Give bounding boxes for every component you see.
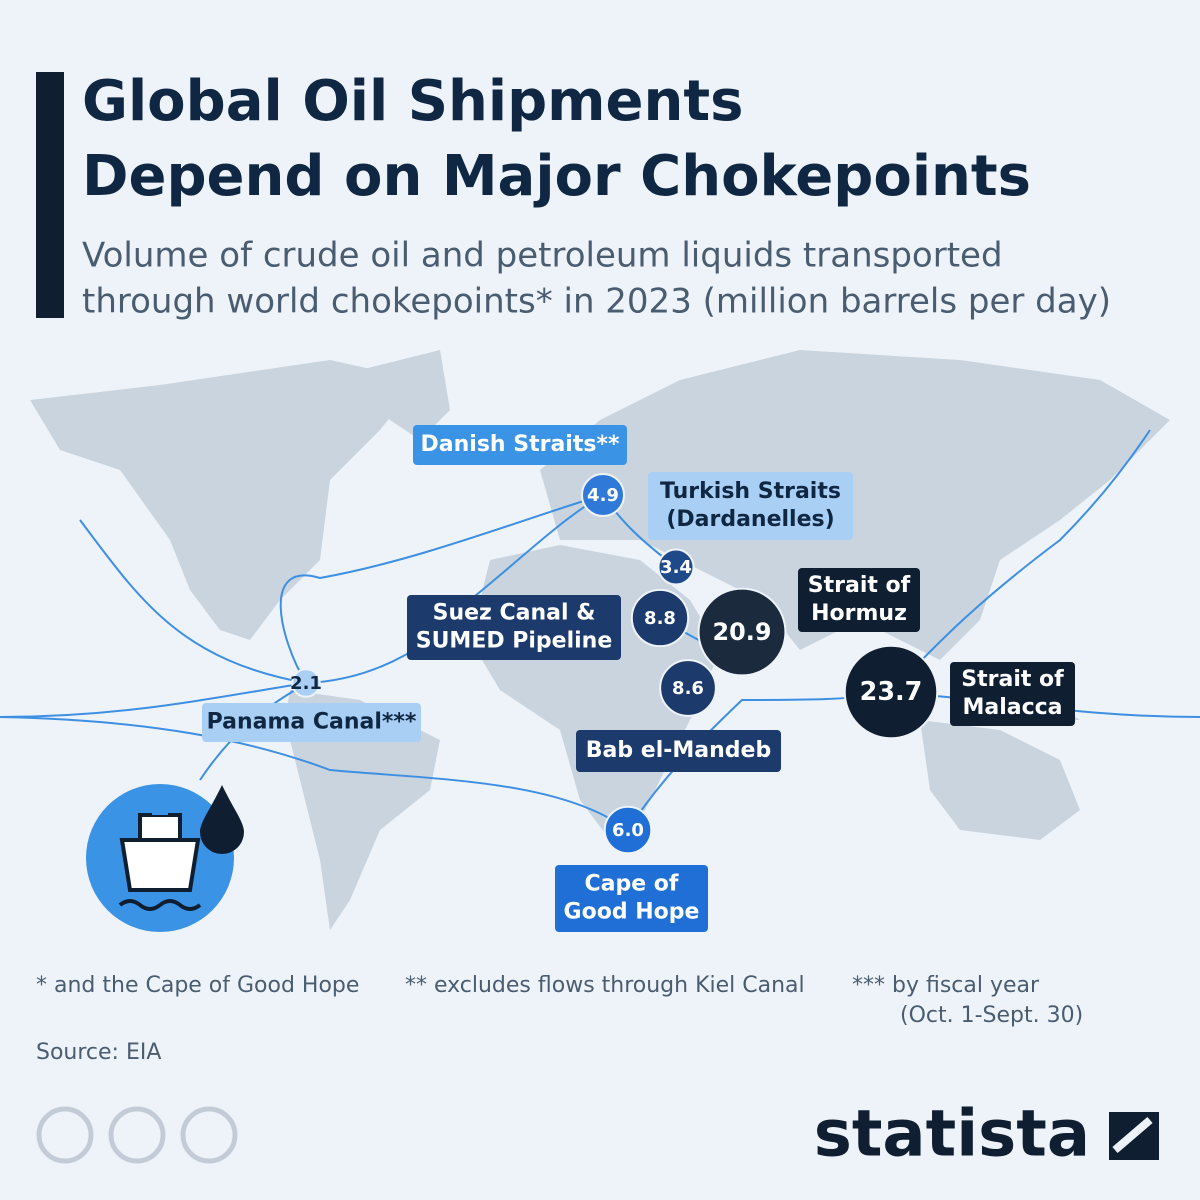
label-box [413,425,627,465]
chokepoint-name: Good Hope [564,900,700,925]
chokepoint: Panama Canal*** 2.1 [202,668,421,742]
brand-logo [1101,1104,1167,1168]
shipping-routes [0,429,1200,831]
volume-label: 8.8 [644,608,676,629]
title-bar [36,72,64,318]
brand: statista [814,1098,1090,1172]
chokepoint: Bab el-Mandeb 8.6 [576,659,781,772]
subtitle: through world chokepoints* in 2023 (mill… [82,282,1111,322]
footnote: ** excludes flows through Kiel Canal [405,973,805,998]
chokepoint: Suez Canal & SUMED Pipeline 8.8 [407,588,690,660]
chokepoint-name: Bab el-Mandeb [586,738,771,763]
source: Source: EIA [36,1040,161,1065]
chokepoint: Cape of Good Hope 6.0 [555,805,708,932]
volume-bubble [657,548,695,586]
chokepoint-name: Danish Straits** [421,432,620,457]
chokepoint-name: Strait of [808,573,911,598]
label-box [648,472,853,540]
volume-bubble [630,588,690,648]
chokepoint-name: Malacca [962,695,1062,720]
label-box [798,568,920,632]
chokepoint: Danish Straits** 4.9 [413,425,627,518]
volume-label: 8.6 [672,678,704,699]
footnote: * and the Cape of Good Hope [36,973,359,998]
chokepoint: Turkish Straits (Dardanelles) 3.4 [648,472,853,586]
ship-icon [86,784,244,932]
volume-label: 6.0 [612,820,644,841]
label-box [576,730,781,772]
volume-bubble [291,668,321,698]
chokepoint-name: Panama Canal*** [207,710,417,735]
volume-bubble [697,587,787,677]
volume-label: 20.9 [713,618,772,646]
chokepoint: Strait of Hormuz 20.9 [697,568,920,677]
volume-bubble [603,805,653,855]
label-box [202,703,421,742]
footnote: (Oct. 1-Sept. 30) [900,1003,1083,1028]
title: Depend on Major Chokepoints [82,144,1031,209]
chokepoint-name: Cape of [584,872,678,897]
title: Global Oil Shipments [82,69,743,134]
chokepoint-name: Turkish Straits [660,479,841,504]
volume-bubble [580,472,626,518]
chokepoint-name: Hormuz [811,601,907,626]
chokepoint-name: Suez Canal & [433,601,596,626]
chokepoint: Strait of Malacca 23.7 [843,644,1075,740]
volume-label: 4.9 [587,485,619,506]
volume-bubble [843,644,939,740]
label-box [407,595,621,660]
volume-label: 23.7 [860,676,923,706]
chokepoint-name: SUMED Pipeline [416,629,613,654]
license-icons [36,1106,238,1164]
volume-label: 3.4 [660,557,692,578]
volume-label: 2.1 [290,673,322,694]
volume-bubble [659,659,717,717]
footnote: *** by fiscal year [852,973,1040,998]
chokepoint-name: (Dardanelles) [666,507,834,532]
label-box [555,865,708,932]
subtitle: Volume of crude oil and petroleum liquid… [82,236,1003,276]
label-box [950,662,1075,726]
chokepoint-name: Strait of [961,667,1064,692]
